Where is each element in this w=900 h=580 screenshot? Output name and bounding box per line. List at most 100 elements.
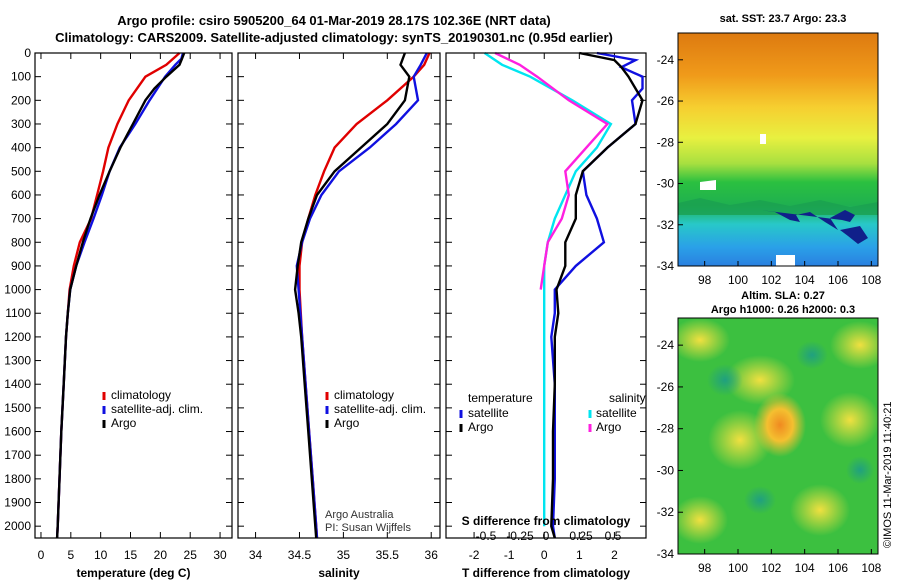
map-x-tick-label: 106	[828, 561, 848, 575]
x-axis-label: salinity	[318, 566, 360, 580]
x-axis-label-top: S difference from climatology	[462, 514, 631, 528]
y-tick-label: 1300	[4, 354, 31, 368]
legend-title-temperature: temperature	[468, 391, 533, 405]
x-tick-label-s: -0.5	[476, 529, 497, 543]
x-tick-label: 1	[576, 548, 583, 562]
title-line-1: Argo profile: csiro 5905200_64 01-Mar-20…	[117, 13, 551, 28]
y-tick-label: 800	[11, 235, 31, 249]
legend-title-salinity: salinity	[609, 391, 646, 405]
sst-field	[678, 33, 878, 266]
map-y-tick-label: -32	[657, 505, 675, 519]
y-tick-label: 1800	[4, 472, 31, 486]
sla-map-title: Altim. SLA: 0.27	[741, 290, 825, 302]
x-axis-label: temperature (deg C)	[76, 566, 190, 580]
legend-label: climatology	[334, 388, 394, 402]
x-axis-label: T difference from climatology	[462, 566, 630, 580]
map-y-tick-label: -30	[657, 177, 675, 191]
map-y-tick-label: -24	[657, 53, 675, 67]
map-x-tick-label: 102	[761, 561, 781, 575]
sst-map-title: sat. SST: 23.7 Argo: 23.3	[719, 13, 847, 25]
x-tick-label: 2	[611, 548, 618, 562]
legend-label: climatology	[111, 388, 171, 402]
x-tick-label-s: 0.25	[569, 529, 593, 543]
series-temperature-argo	[550, 51, 644, 539]
legend-label: satellite-adj. clim.	[111, 402, 203, 416]
imos-stamp: ©IMOS 11-Mar-2019 11:40:21	[882, 402, 894, 549]
sla-map: 98 100 102 104 106 108 -24 -26 -28 -30 -32 -34	[657, 317, 882, 575]
sst-map-frame	[677, 32, 879, 267]
y-tick-label: 500	[11, 164, 31, 178]
y-tick-label: 1500	[4, 401, 31, 415]
sst-green-band	[678, 198, 878, 215]
series-climatology	[55, 52, 181, 539]
map-y-tick-label: -32	[657, 218, 675, 232]
y-tick-label: 2000	[4, 519, 31, 533]
map-x-tick-label: 98	[698, 273, 712, 287]
series-argo	[55, 52, 186, 539]
y-tick-label: 1900	[4, 496, 31, 510]
x-tick-label: 34	[249, 548, 263, 562]
x-tick-label-s: 0.5	[605, 529, 622, 543]
map-y-tick-label: -24	[657, 338, 675, 352]
map-y-tick-label: -26	[657, 94, 675, 108]
x-tick-label: 0	[541, 548, 548, 562]
panel-frame	[445, 52, 647, 539]
map-x-tick-label: 104	[795, 273, 815, 287]
legend-label: satellite	[596, 406, 637, 420]
x-tick-label: 35	[337, 548, 351, 562]
x-tick-label-s: 0	[543, 529, 550, 543]
map-y-tick-label: -30	[657, 463, 675, 477]
series-argo	[293, 52, 411, 539]
map-x-tick-label: 100	[728, 273, 748, 287]
x-tick-label: 10	[94, 548, 108, 562]
x-tick-label: 5	[67, 548, 74, 562]
map-x-tick-label: 102	[761, 273, 781, 287]
y-tick-label: 300	[11, 117, 31, 131]
series-satellite-adj-clim-	[295, 52, 428, 539]
x-tick-label: 0	[38, 548, 45, 562]
x-tick-label: -2	[469, 548, 480, 562]
series-temperature-satellite	[550, 51, 644, 539]
legend-label: Argo	[334, 416, 360, 430]
sst-cold-patch-2	[840, 226, 868, 244]
legend-label: Argo	[111, 416, 137, 430]
pi-text: PI: Susan Wijffels	[325, 522, 411, 534]
map-x-tick-label: 104	[795, 561, 815, 575]
legend-label: Argo	[596, 420, 622, 434]
x-tick-label: 15	[124, 548, 138, 562]
legend-label: satellite	[468, 406, 509, 420]
y-tick-label: 200	[11, 93, 31, 107]
x-tick-label: 30	[213, 548, 227, 562]
y-tick-label: 900	[11, 259, 31, 273]
map-y-tick-label: -34	[657, 547, 675, 561]
panel-temperature: 0 5 10 15 20 25 30 temperature (deg C) 0 100 200 30…	[4, 46, 233, 580]
title-line-2: Climatology: CARS2009. Satellite-adjuste…	[55, 30, 613, 45]
y-tick-label: 1600	[4, 425, 31, 439]
panel-difference: -2 -1 0 1 2 T difference from climatology temp…	[445, 51, 647, 580]
sst-map: 98 100 102 104 106 108 -24 -26 -28 -30 -32 -34	[657, 32, 882, 287]
x-tick-label: 20	[154, 548, 168, 562]
map-y-tick-label: -34	[657, 259, 675, 273]
legend-label: satellite-adj. clim.	[334, 402, 426, 416]
credit-text: Argo Australia	[325, 509, 394, 521]
map-y-tick-label: -28	[657, 422, 675, 436]
y-tick-label: 1000	[4, 283, 31, 297]
y-tick-label: 700	[11, 212, 31, 226]
x-tick-label: 35.5	[376, 548, 400, 562]
y-tick-label: 1200	[4, 330, 31, 344]
series-salinity-argo	[494, 51, 610, 290]
x-tick-label: 36	[425, 548, 439, 562]
x-tick-label: 25	[184, 548, 198, 562]
map-x-tick-label: 106	[828, 273, 848, 287]
panel-salinity: 34 34.5 35 35.5 36 salinity climatologysatelli…	[237, 52, 441, 580]
series-salinity-satellite	[483, 52, 613, 527]
y-tick-label: 100	[11, 70, 31, 84]
sst-cloud-mask-2	[760, 134, 766, 144]
map-x-tick-label: 100	[728, 561, 748, 575]
map-x-tick-label: 108	[861, 561, 881, 575]
x-tick-label: 34.5	[288, 548, 312, 562]
x-tick-label-s: -0.25	[506, 529, 534, 543]
legend-label: Argo	[468, 420, 494, 434]
map-x-tick-label: 108	[861, 273, 881, 287]
